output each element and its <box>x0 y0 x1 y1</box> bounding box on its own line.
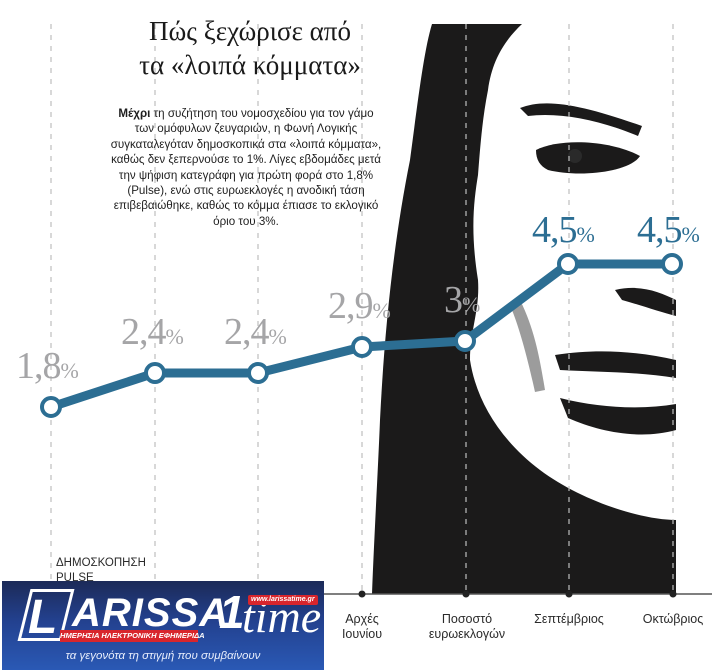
data-point[interactable] <box>40 396 62 418</box>
data-point[interactable] <box>144 362 166 384</box>
logo-slogan: τα γεγονότα τη στιγμή που συμβαίνουν <box>65 650 261 662</box>
x-tick-label: Ποσοστό ευρωεκλογών <box>428 612 506 641</box>
value-label: 4,5% <box>532 209 595 251</box>
data-point[interactable] <box>247 362 269 384</box>
larissatime-logo[interactable]: L ARISSA 1 time www.larissatime.gr ΗΜΕΡΗ… <box>2 581 324 670</box>
intro-text: τη συζήτηση του νομοσχεδίου για τον γάμο… <box>110 107 382 228</box>
data-point[interactable] <box>351 336 373 358</box>
data-point[interactable] <box>454 330 476 352</box>
chart-title: Πώς ξεχώρισε από τα «λοιπά κόμματα» <box>100 14 400 82</box>
value-label: 1,8% <box>16 345 79 387</box>
value-label: 2,4% <box>224 311 287 353</box>
axis-tick-dot <box>669 590 677 598</box>
title-line-2: τα «λοιπά κόμματα» <box>139 50 361 80</box>
axis-tick-dot <box>462 590 470 598</box>
data-point[interactable] <box>661 253 683 275</box>
data-point[interactable] <box>557 253 579 275</box>
logo-l-letter: L <box>28 591 58 644</box>
axis-ticks <box>358 590 677 598</box>
logo-url[interactable]: www.larissatime.gr <box>248 595 318 605</box>
value-label: 2,4% <box>121 311 184 353</box>
logo-tagline-band: ΗΜΕΡΗΣΙΑ ΗΛΕΚΤΡΟΝΙΚΗ ΕΦΗΜΕΡΙΔΑ <box>60 630 205 642</box>
title-line-1: Πώς ξεχώρισε από <box>149 16 351 46</box>
axis-tick-dot <box>565 590 573 598</box>
value-label: 4,5% <box>637 209 700 251</box>
portrait-image <box>372 24 676 594</box>
value-label: 3% <box>444 279 481 321</box>
value-label: 2,9% <box>328 285 391 327</box>
intro-paragraph: Μέχρι τη συζήτηση του νομοσχεδίου για το… <box>108 106 384 229</box>
data-markers <box>40 253 683 418</box>
logo-one: 1 <box>219 586 245 638</box>
logo-arissa: ARISSA <box>72 591 230 635</box>
intro-lead: Μέχρι <box>118 107 151 120</box>
x-tick-label: Σεπτέμβριος <box>534 612 604 626</box>
x-tick-label: Οκτώβριος <box>642 612 704 626</box>
axis-tick-dot <box>358 590 366 598</box>
x-tick-label: Αρχές Ιουνίου <box>341 612 383 641</box>
gridlines <box>50 24 674 594</box>
